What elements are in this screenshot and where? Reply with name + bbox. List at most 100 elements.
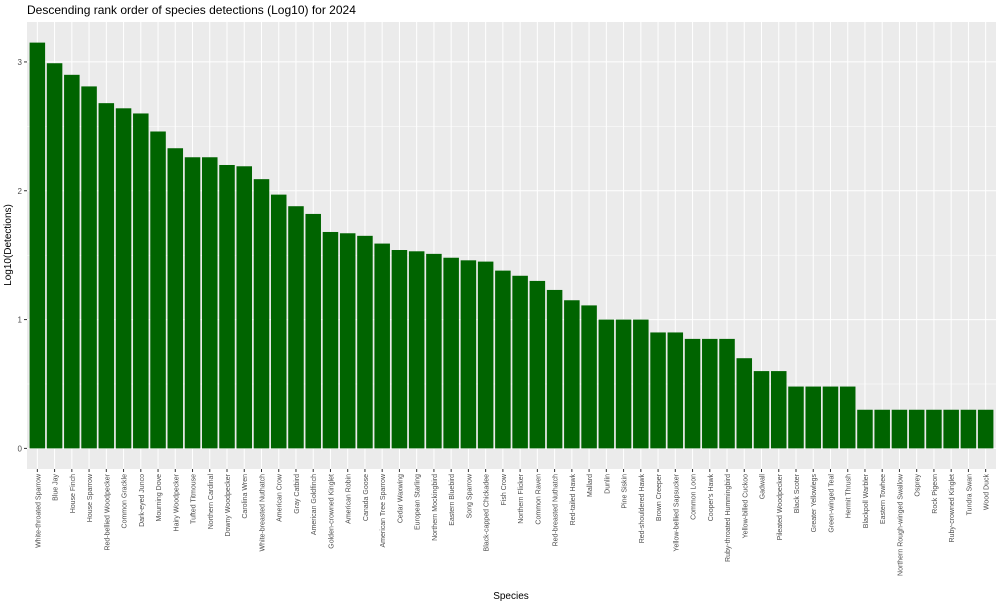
bar-eastern-towhee (874, 409, 890, 449)
bar-greater-yellowlegs (805, 386, 821, 449)
x-tick-label: Gray Catbird (294, 474, 301, 514)
bar-osprey (908, 409, 925, 449)
bar-yellow-billed-cuckoo (736, 358, 753, 449)
bar-canada-goose (357, 235, 373, 449)
y-axis-label: Log10(Detections) (3, 204, 14, 286)
x-tick-label: Carolina Wren (242, 474, 249, 519)
x-tick-label: Red-shouldered Hawk (639, 474, 646, 544)
bar-gray-catbird (288, 206, 304, 449)
bar-european-starling (408, 251, 425, 449)
x-tick-label: Common Grackle (122, 474, 129, 529)
x-tick-label: Common Loon (691, 474, 698, 520)
bar-downy-woodpecker (219, 164, 235, 449)
bar-blue-jay (46, 63, 63, 449)
x-tick-label: Cedar Waxwing (397, 474, 404, 523)
bar-gadwall (753, 371, 770, 449)
bar-white-throated-sparrow (29, 42, 46, 449)
x-tick-label: Northern Rough-winged Swallow (897, 473, 904, 576)
x-tick-label: Mallard (587, 474, 594, 497)
x-tick-label: Yellow-billed Cuckoo (742, 474, 749, 538)
x-tick-label: Ruby-crowned Kinglet (949, 474, 956, 543)
x-tick-label: Green-winged Teal (828, 474, 835, 533)
x-tick-label: Song Sparrow (466, 473, 473, 518)
x-tick-label: Red-bellied Woodpecker (104, 473, 111, 550)
x-tick-label: Brown Creeper (656, 473, 663, 521)
bar-northern-flicker (512, 275, 528, 449)
x-tick-label: Hairy Woodpecker (173, 473, 180, 531)
bar-american-robin (339, 233, 356, 449)
bar-northern-cardinal (202, 157, 218, 449)
bar-carolina-wren (236, 166, 253, 449)
x-tick-label: Fish Crow (501, 473, 508, 505)
x-tick-label: Wood Duck (984, 474, 991, 511)
bar-red-bellied-woodpecker (98, 103, 115, 449)
x-tick-label: Eastern Bluebird (449, 474, 456, 526)
bar-northern-mockingbird (426, 253, 442, 449)
bar-american-crow (270, 194, 287, 449)
bar-pine-siskin (615, 319, 632, 449)
bar-mourning-dove (150, 131, 166, 449)
bar-ruby-throated-hummingbird (719, 338, 735, 449)
bar-red-breasted-nuthatch (546, 289, 563, 449)
x-tick-label: Tufted Titmouse (191, 474, 198, 524)
bar-rock-pigeon (926, 409, 942, 449)
bar-green-winged-teal (822, 386, 839, 449)
x-tick-label: Gadwall (760, 474, 767, 500)
x-tick-label: Dunlin (604, 474, 611, 494)
x-tick-label: Black-capped Chickadee (484, 474, 491, 552)
bar-golden-crowned-kinglet (322, 231, 339, 449)
x-tick-label: Downy Woodpecker (225, 473, 232, 536)
bar-common-loon (684, 338, 701, 449)
x-tick-label: Pileated Woodpecker (777, 473, 784, 540)
bar-house-finch (64, 74, 80, 449)
bar-hairy-woodpecker (167, 148, 184, 449)
x-tick-label: American Robin (346, 474, 353, 524)
bar-tundra-swan (960, 409, 977, 449)
bar-dark-eyed-junco (133, 113, 149, 449)
bar-blackpoll-warbler (857, 409, 873, 449)
bar-dunlin (598, 319, 615, 449)
x-tick-label: European Starling (415, 474, 422, 530)
bar-mallard (581, 305, 597, 449)
y-tick-label: 1 (18, 316, 23, 325)
bar-common-grackle (115, 108, 132, 449)
x-tick-label: Red-tailed Hawk (570, 474, 577, 526)
x-tick-label: House Sparrow (87, 473, 94, 522)
x-tick-label: Red-breasted Nuthatch (553, 474, 560, 546)
bar-ruby-crowned-kinglet (943, 409, 959, 449)
x-tick-label: Yellow-bellied Sapsucker (673, 473, 680, 551)
x-tick-label: American Goldfinch (311, 474, 318, 535)
x-tick-label: White-throated Sparrow (35, 473, 42, 548)
y-tick-label: 2 (18, 187, 23, 196)
x-tick-label: Northern Mockingbird (432, 474, 439, 541)
y-tick-label: 3 (18, 58, 23, 67)
bar-american-goldfinch (305, 213, 321, 449)
x-tick-label: Osprey (915, 474, 922, 497)
x-tick-label: Northern Cardinal (208, 474, 215, 530)
bar-fish-crow (495, 270, 511, 449)
bar-wood-duck (977, 409, 994, 449)
x-tick-label: Mourning Dove (156, 474, 163, 522)
bar-common-raven (529, 280, 546, 449)
x-tick-label: Canada Goose (363, 474, 370, 521)
bars (29, 42, 994, 449)
x-tick-label: Greater Yellowlegs (811, 474, 818, 533)
x-axis-label: Species (493, 591, 529, 602)
bar-song-sparrow (460, 260, 477, 449)
y-tick-label: 0 (18, 444, 23, 453)
x-tick-label: Blackpoll Warbler (863, 473, 870, 528)
bar-red-shouldered-hawk (633, 319, 649, 449)
x-tick-label: Blue Jay (53, 474, 60, 501)
x-axis: White-throated Sparrow Blue Jay House Finc… (35, 469, 991, 576)
x-tick-label: Golden-crowned Kinglet (328, 474, 335, 549)
x-tick-label: Pine Siskin (622, 474, 629, 509)
x-tick-label: Hermit Thrush (846, 474, 853, 518)
x-tick-label: American Tree Sparrow (380, 473, 387, 547)
bar-tufted-titmouse (184, 157, 201, 449)
bar-white-breasted-nuthatch (253, 179, 270, 449)
x-tick-label: Ruby-throated Hummingbird (725, 474, 732, 562)
bar-pileated-woodpecker (770, 371, 787, 449)
y-axis: 0 1 2 3 (18, 58, 27, 453)
bar-yellow-bellied-sapsucker (667, 332, 684, 449)
x-tick-label: American Crow (277, 473, 284, 522)
